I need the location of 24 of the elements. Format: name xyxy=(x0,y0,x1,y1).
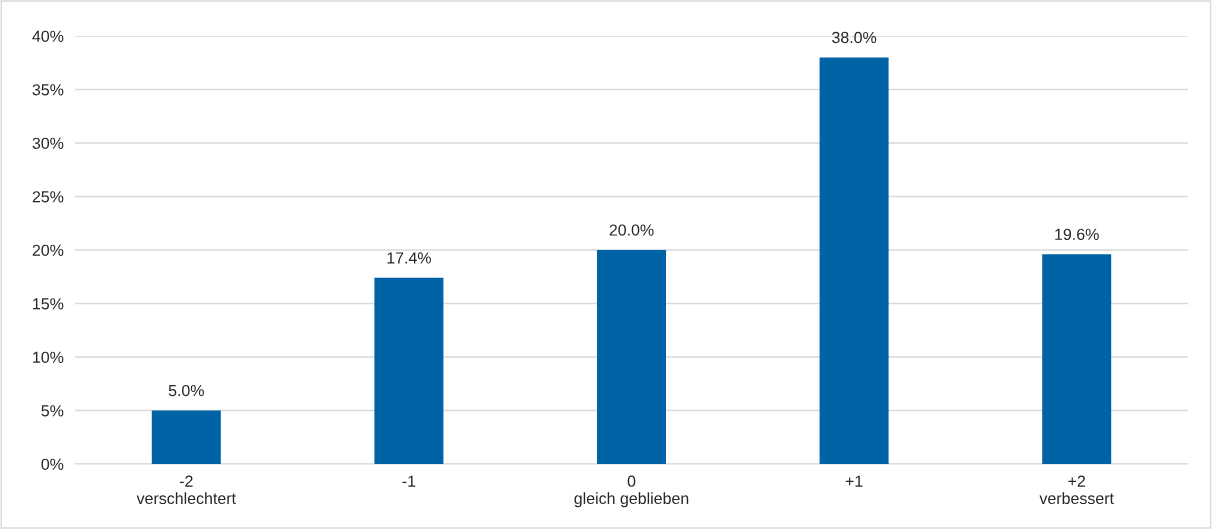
bar xyxy=(819,57,889,464)
data-label: 5.0% xyxy=(168,384,204,397)
y-tick-label: 20% xyxy=(32,244,64,256)
x-tick-label: -2 verschlechtert xyxy=(136,475,236,505)
data-label: 20.0% xyxy=(609,224,654,236)
y-tick-label: 10% xyxy=(33,351,64,363)
y-tick-label: 35% xyxy=(32,84,64,96)
x-tick-label: +2 verbessert xyxy=(1039,475,1114,505)
bar xyxy=(1042,254,1112,464)
bar xyxy=(374,277,444,464)
data-label: 17.4% xyxy=(387,252,431,264)
y-tick-label: 30% xyxy=(32,137,64,149)
bar xyxy=(597,250,666,464)
y-tick-label: 40% xyxy=(32,30,64,42)
y-tick-label: 15% xyxy=(33,298,64,310)
y-tick-label: 0% xyxy=(41,458,64,470)
x-tick-label: -1 xyxy=(402,475,416,487)
x-tick-label: 0 gleich geblieben xyxy=(574,475,689,508)
x-tick-label: +1 xyxy=(845,475,863,487)
bar xyxy=(151,410,221,464)
data-label: 19.6% xyxy=(1055,228,1099,241)
y-tick-label: 5% xyxy=(41,405,64,417)
y-tick-label: 25% xyxy=(32,191,64,203)
data-label: 38.0% xyxy=(832,31,877,44)
